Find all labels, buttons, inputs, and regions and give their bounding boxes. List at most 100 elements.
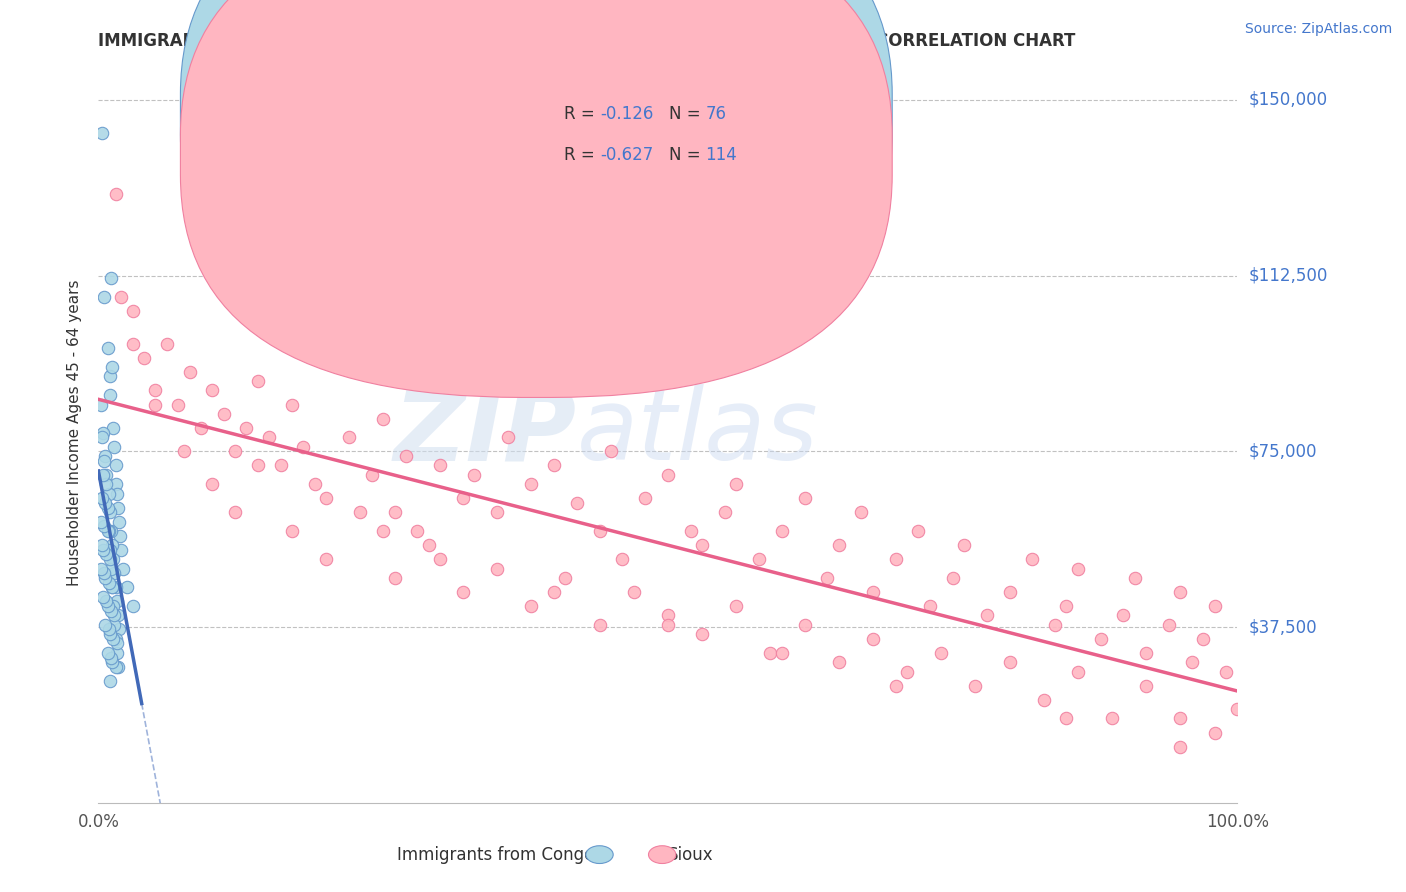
Point bbox=[100, 524, 122, 538]
Point bbox=[748, 552, 770, 566]
Y-axis label: Householder Income Ages 45 - 64 years: Householder Income Ages 45 - 64 years bbox=[66, 279, 82, 586]
Point bbox=[110, 290, 132, 304]
Point bbox=[612, 552, 634, 566]
FancyBboxPatch shape bbox=[180, 0, 893, 357]
Point bbox=[235, 421, 257, 435]
Point bbox=[828, 538, 851, 552]
Point bbox=[94, 449, 117, 463]
Point bbox=[360, 467, 382, 482]
Point bbox=[97, 623, 120, 637]
Text: 76: 76 bbox=[706, 105, 727, 123]
Point bbox=[96, 594, 118, 608]
Point bbox=[97, 575, 120, 590]
Point bbox=[1204, 599, 1226, 613]
Point bbox=[828, 655, 851, 669]
Point bbox=[107, 660, 129, 674]
Point bbox=[600, 444, 623, 458]
Text: $75,000: $75,000 bbox=[1249, 442, 1317, 460]
Point bbox=[91, 425, 114, 440]
Point bbox=[406, 524, 429, 538]
Text: R =: R = bbox=[564, 146, 600, 164]
Point bbox=[104, 477, 127, 491]
Point bbox=[1123, 571, 1146, 585]
Point bbox=[190, 421, 212, 435]
Point bbox=[103, 632, 125, 646]
Point bbox=[1067, 561, 1090, 575]
Point bbox=[201, 384, 224, 398]
Text: 114: 114 bbox=[706, 146, 737, 164]
Point bbox=[98, 505, 121, 519]
Point bbox=[100, 271, 122, 285]
Point bbox=[104, 660, 127, 674]
Point bbox=[96, 599, 118, 613]
Point bbox=[942, 571, 965, 585]
Point bbox=[565, 496, 588, 510]
Point bbox=[103, 566, 125, 581]
Text: N =: N = bbox=[669, 105, 706, 123]
Point bbox=[105, 646, 128, 660]
Point bbox=[90, 515, 112, 529]
Point bbox=[1157, 617, 1180, 632]
Point bbox=[97, 486, 120, 500]
Point bbox=[115, 580, 138, 594]
Point bbox=[246, 374, 269, 388]
Text: $150,000: $150,000 bbox=[1249, 91, 1327, 109]
Point bbox=[907, 524, 929, 538]
Point bbox=[884, 552, 907, 566]
Point bbox=[173, 444, 195, 458]
Point bbox=[121, 599, 143, 613]
Point bbox=[1056, 711, 1078, 725]
Point bbox=[108, 529, 131, 543]
Text: atlas: atlas bbox=[576, 384, 818, 481]
Point bbox=[657, 467, 679, 482]
Point bbox=[105, 636, 128, 650]
Point bbox=[96, 341, 118, 355]
Point bbox=[429, 552, 451, 566]
Point bbox=[90, 561, 112, 575]
Point bbox=[96, 548, 118, 562]
Point bbox=[862, 632, 884, 646]
Point bbox=[953, 538, 976, 552]
Point bbox=[93, 290, 115, 304]
Point bbox=[371, 524, 394, 538]
Text: -0.627: -0.627 bbox=[600, 146, 654, 164]
Point bbox=[498, 430, 520, 444]
Point bbox=[998, 655, 1021, 669]
Point bbox=[851, 505, 873, 519]
Point bbox=[657, 608, 679, 623]
Point bbox=[451, 491, 474, 506]
Point bbox=[965, 679, 987, 693]
Point bbox=[862, 585, 884, 599]
Point bbox=[105, 486, 128, 500]
Point bbox=[179, 365, 201, 379]
Text: $37,500: $37,500 bbox=[1249, 618, 1317, 636]
Point bbox=[90, 126, 112, 140]
Point bbox=[101, 580, 124, 594]
Point bbox=[1112, 608, 1135, 623]
Point bbox=[100, 604, 122, 618]
Point bbox=[1192, 632, 1215, 646]
Point bbox=[292, 440, 315, 454]
Point bbox=[520, 477, 543, 491]
Point bbox=[1021, 552, 1043, 566]
Point bbox=[107, 500, 129, 515]
Point bbox=[96, 477, 118, 491]
Point bbox=[793, 617, 815, 632]
Point bbox=[103, 440, 125, 454]
Point bbox=[224, 444, 246, 458]
Point bbox=[1215, 665, 1237, 679]
Point bbox=[281, 397, 304, 411]
Point bbox=[270, 458, 292, 473]
Point bbox=[107, 608, 129, 623]
Point bbox=[1056, 599, 1078, 613]
Point bbox=[429, 458, 451, 473]
Point bbox=[1135, 646, 1157, 660]
Point bbox=[110, 542, 132, 557]
Point bbox=[105, 594, 128, 608]
Point bbox=[1226, 702, 1249, 716]
Point bbox=[690, 627, 713, 641]
Point bbox=[93, 519, 115, 533]
Point bbox=[94, 617, 117, 632]
Point bbox=[94, 571, 117, 585]
Point bbox=[1170, 711, 1192, 725]
